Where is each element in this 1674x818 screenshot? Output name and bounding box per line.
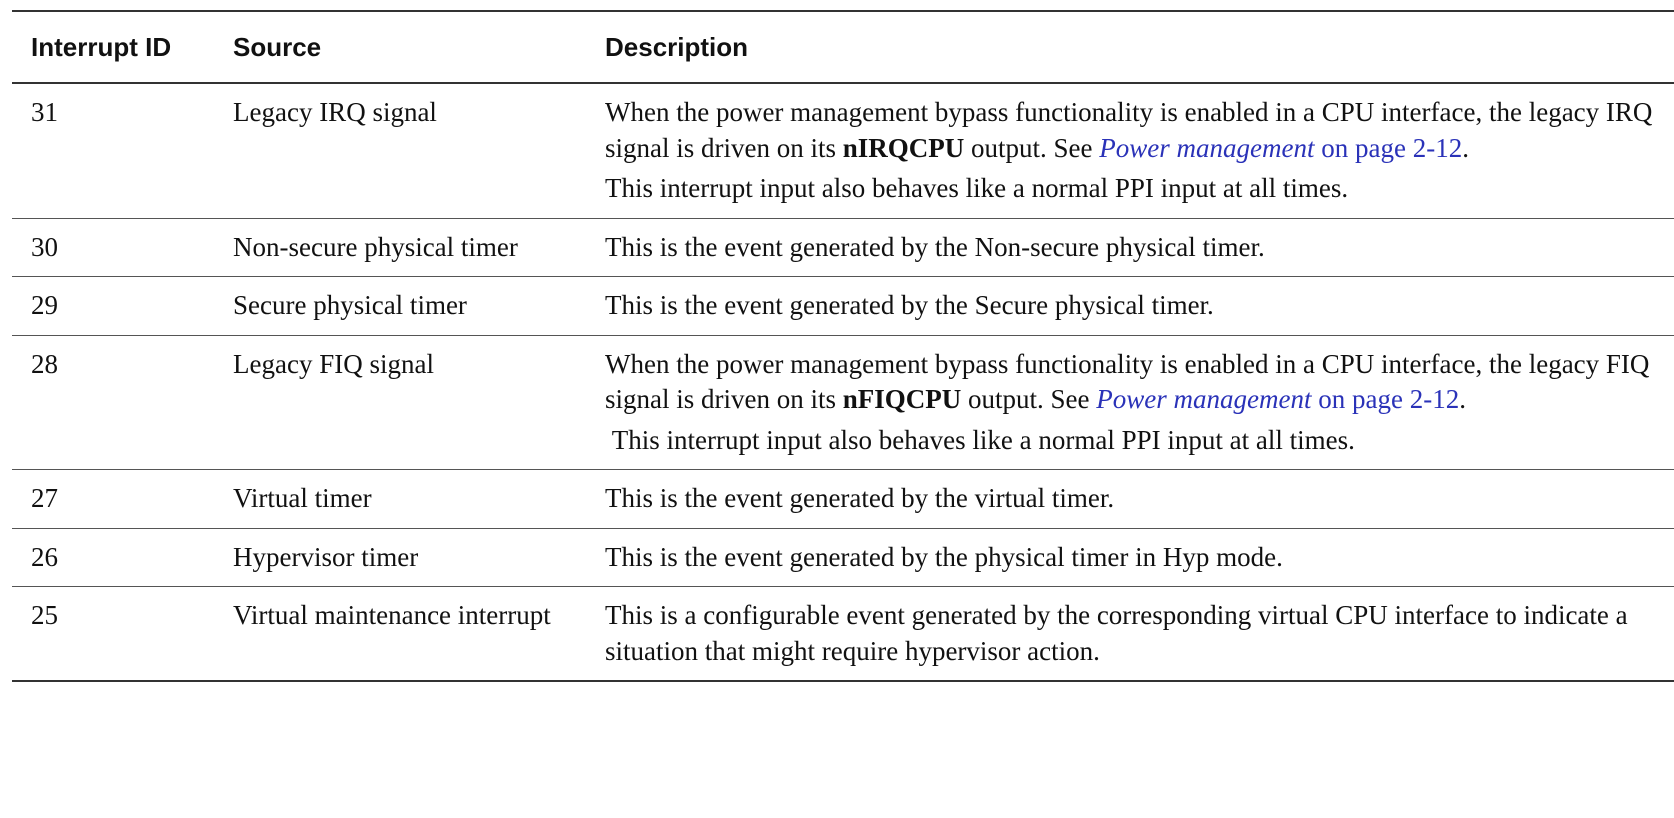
power-management-link[interactable]: Power management on page 2-12 [1099,133,1462,163]
description-cell: When the power management bypass functio… [605,336,1674,470]
interrupt-id-cell: 29 [31,290,58,320]
link-title: Power management [1099,132,1315,163]
description-text: When the power management bypass functio… [605,97,1653,163]
interrupt-id-cell: 25 [31,600,58,630]
source-cell: Hypervisor timer [233,541,419,572]
description-cell: When the power management bypass functio… [605,84,1674,218]
table-row: 27 Virtual timer This is the event gener… [12,470,1674,529]
table-row: 31 Legacy IRQ signal When the power mana… [12,84,1674,219]
description-text: When the power management bypass functio… [605,348,1650,415]
description-paragraph: This interrupt input also behaves like a… [605,173,1349,203]
table-row: 28 Legacy FIQ signal When the power mana… [12,336,1674,470]
interrupt-table: Interrupt ID Source Description 31 Legac… [12,10,1674,682]
interrupt-id-cell: 28 [31,348,58,379]
source-cell: Virtual timer [233,483,372,513]
interrupt-id-cell: 27 [31,483,58,513]
table-row: 30 Non-secure physical timer This is the… [12,219,1674,277]
header-description: Description [605,31,749,62]
description-text: . [1459,384,1466,414]
table-row: 26 Hypervisor timer This is the event ge… [12,529,1674,587]
description-text: output. See [964,132,1100,163]
table-row: 25 Virtual maintenance interrupt This is… [12,587,1674,682]
interrupt-id-cell: 30 [31,231,58,262]
table-row: 29 Secure physical timer This is the eve… [12,277,1674,336]
link-title: Power management [1096,384,1312,414]
description-cell: This is the event generated by the Non-s… [605,231,1265,262]
description-cell: This is the event generated by the Secur… [605,290,1214,320]
description-paragraph: When the power management bypass functio… [605,347,1664,418]
signal-name: nFIQCPU [842,384,962,414]
source-cell: Legacy IRQ signal [233,97,437,127]
source-cell: Non-secure physical timer [233,231,518,262]
signal-name: nIRQCPU [842,132,965,163]
description-cell: This is a configurable event generated b… [605,600,1628,666]
interrupt-id-cell: 26 [31,541,58,572]
description-paragraph: When the power management bypass functio… [605,95,1664,166]
source-cell: Legacy FIQ signal [233,348,434,379]
description-text: . [1462,132,1469,163]
description-paragraph: This interrupt input also behaves like a… [605,424,1355,455]
table-header: Interrupt ID Source Description [12,12,1674,84]
power-management-link[interactable]: Power management on page 2-12 [1096,384,1459,414]
description-cell: This is the event generated by the virtu… [605,483,1115,513]
link-page: on page 2-12 [1314,132,1463,163]
link-page: on page 2-12 [1311,384,1460,414]
interrupt-id-cell: 31 [31,97,58,127]
source-cell: Virtual maintenance interrupt [233,600,551,630]
source-cell: Secure physical timer [233,290,467,320]
header-source: Source [233,31,322,62]
description-cell: This is the event generated by the physi… [605,541,1283,572]
header-interrupt-id: Interrupt ID [31,31,172,62]
description-text: output. See [961,384,1097,414]
